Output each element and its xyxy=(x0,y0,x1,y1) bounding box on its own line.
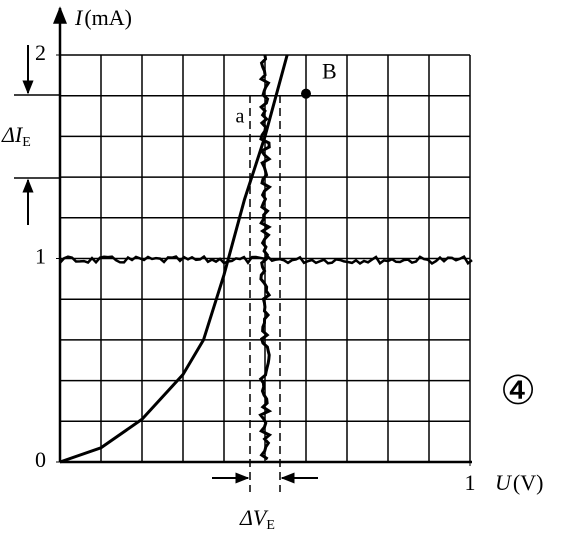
x-label-unit: (V) xyxy=(513,470,544,495)
y-label-symbol: I xyxy=(74,5,84,30)
figure-number: ④ xyxy=(500,368,536,413)
y-label-unit: (mA) xyxy=(84,5,132,30)
curve xyxy=(59,54,289,464)
x-label: U(V) xyxy=(495,470,543,495)
y-tick-label: 0 xyxy=(35,447,46,472)
delta-i: ΔI xyxy=(1,122,24,147)
delta-v: ΔV xyxy=(239,505,269,530)
delta-i-label: ΔIE xyxy=(1,122,31,150)
x-label-symbol: U xyxy=(495,470,513,495)
delta-v-sub: E xyxy=(266,518,275,533)
y-label: I(mA) xyxy=(74,5,132,30)
point-label: B xyxy=(322,59,337,84)
y-tick-label: 1 xyxy=(35,244,46,269)
delta-v-label: ΔVE xyxy=(239,505,275,533)
delta-i-sub: E xyxy=(22,135,31,150)
curve-label: a xyxy=(236,106,245,128)
point xyxy=(301,88,311,99)
x-tick-label: 1 xyxy=(465,470,476,495)
horizontal-trace xyxy=(59,254,473,266)
y-tick-label: 2 xyxy=(35,40,46,65)
